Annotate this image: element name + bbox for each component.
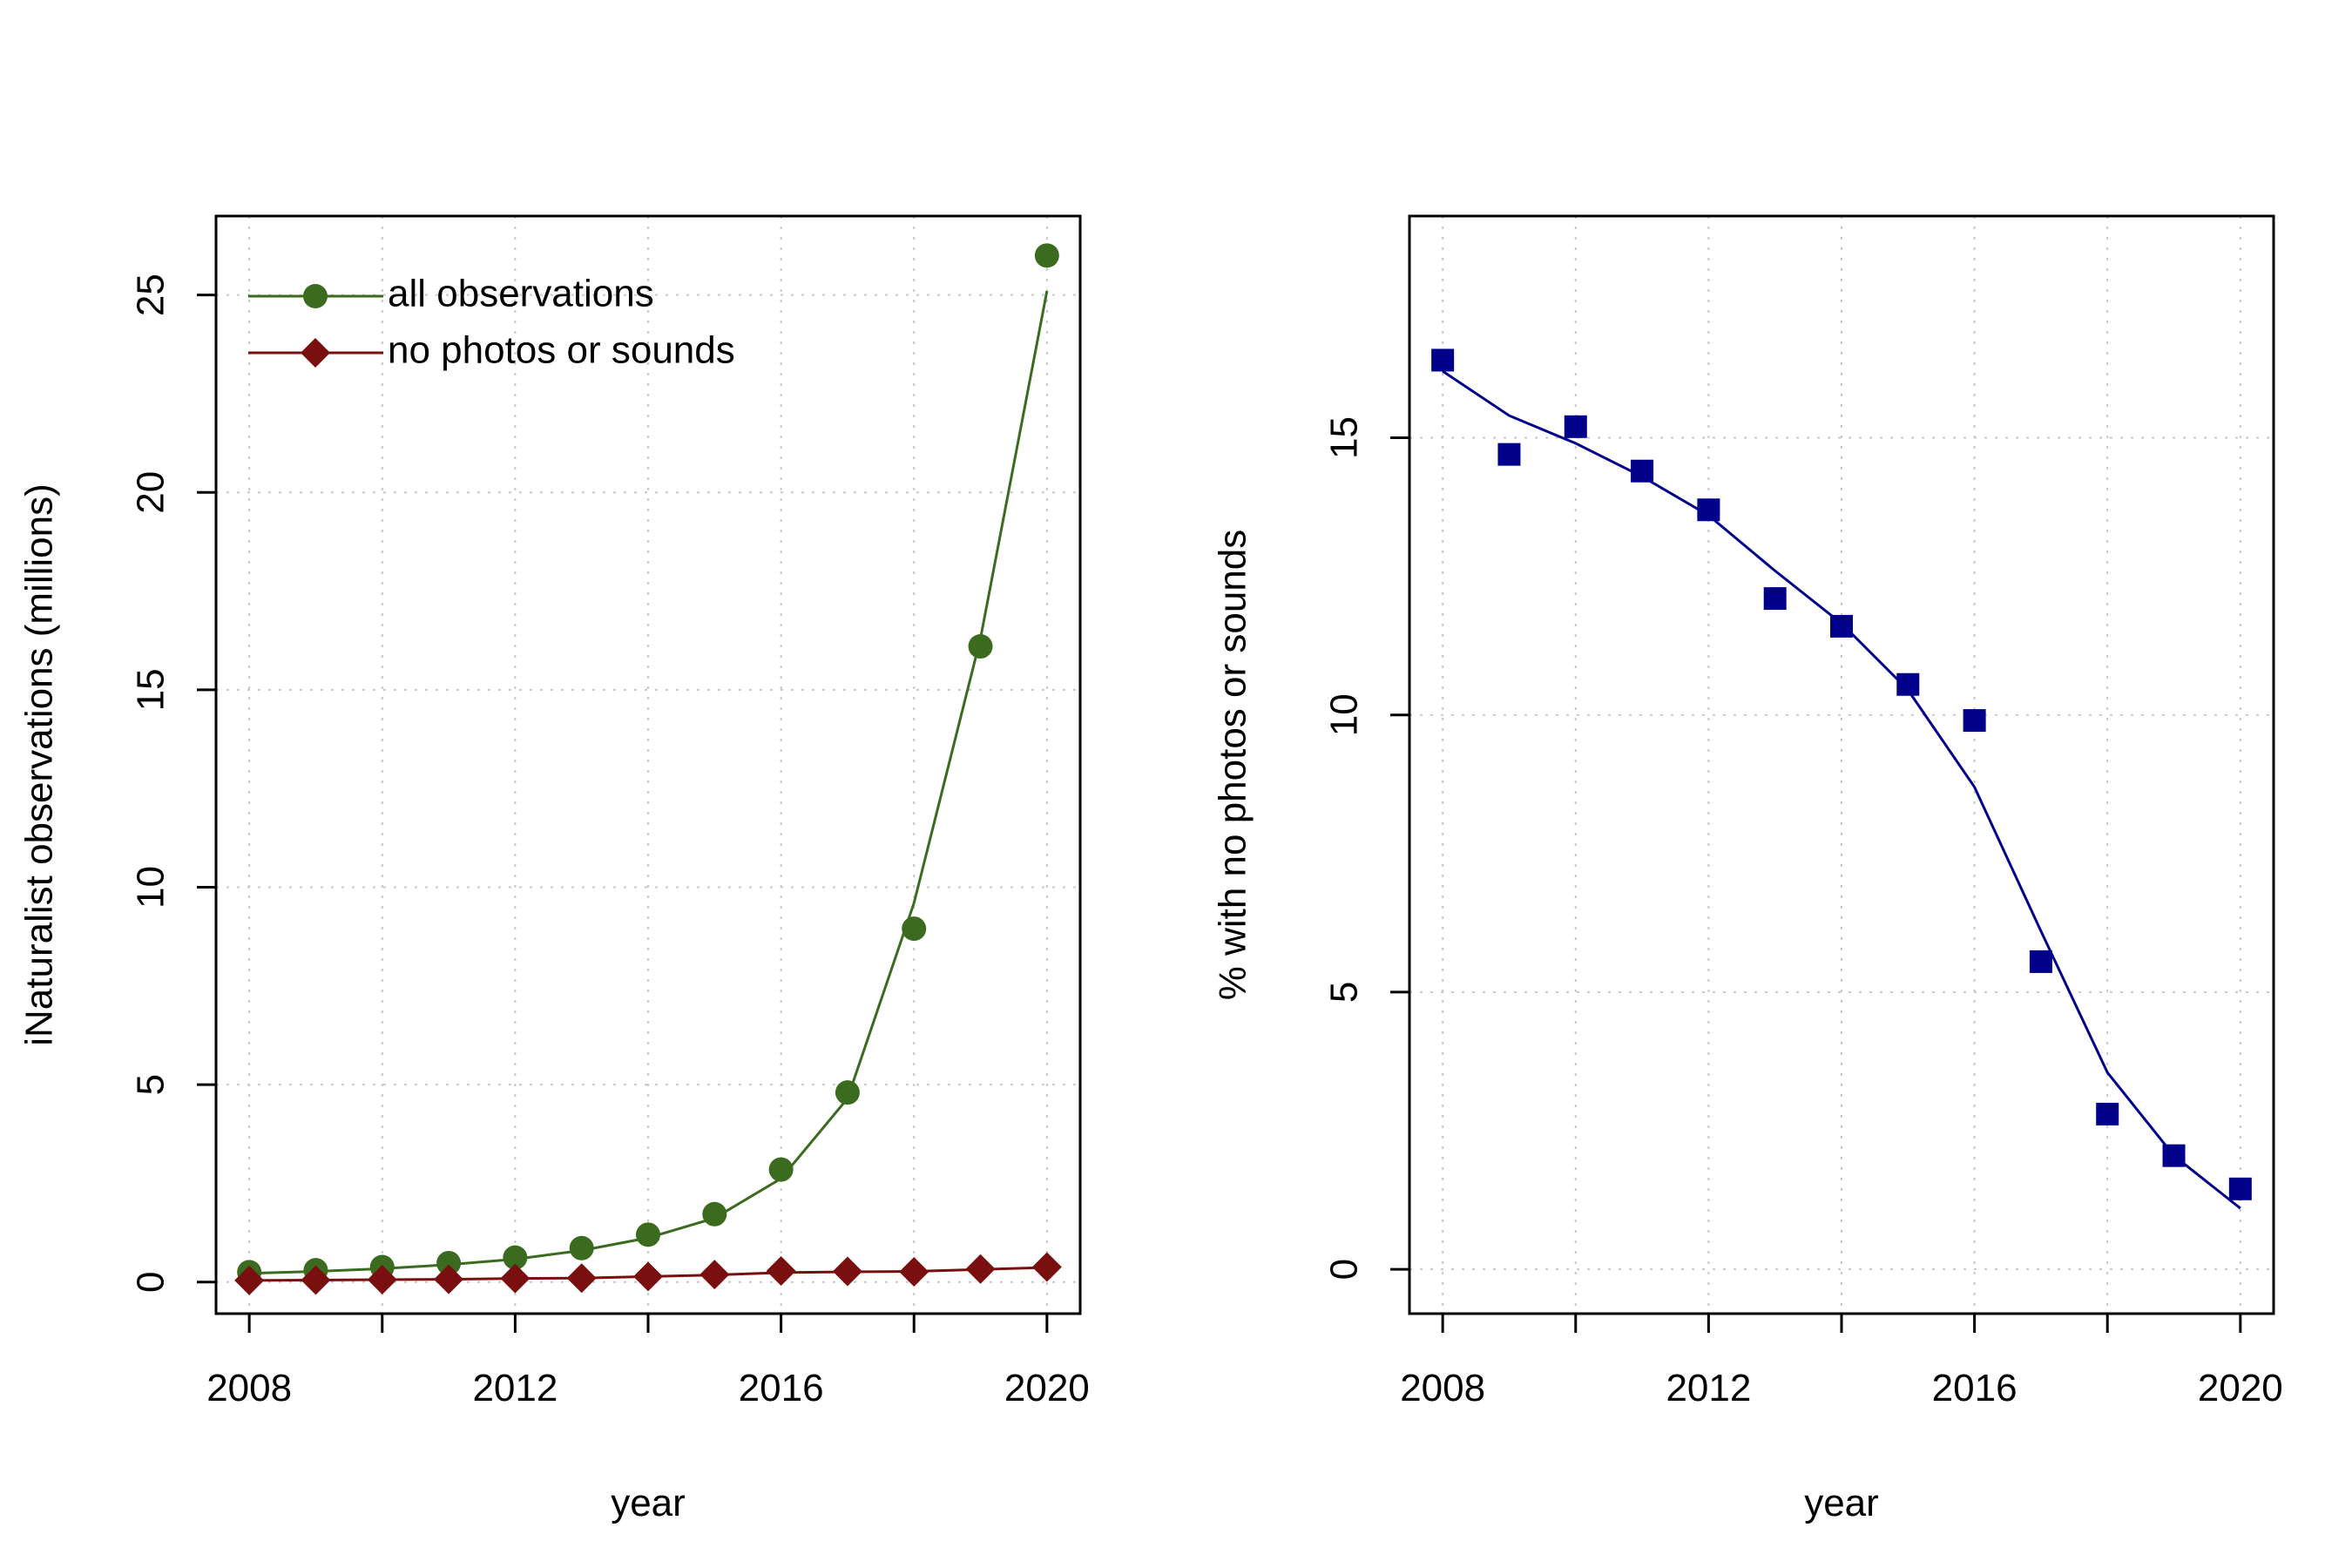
point-no-photos-or-sounds-2014	[633, 1261, 663, 1292]
point-series-0-2013	[1763, 587, 1787, 611]
y-tick-label: 10	[130, 866, 172, 909]
y-tick-label: 25	[130, 274, 172, 316]
x-tick-label: 2016	[739, 1367, 824, 1409]
point-no-photos-or-sounds-2012	[500, 1263, 531, 1294]
point-all-observations-2014	[636, 1222, 660, 1247]
point-no-photos-or-sounds-2010	[367, 1265, 397, 1295]
x-tick-label: 2020	[1004, 1367, 1090, 1409]
right-chart-x-axis-label: year	[1804, 1482, 1879, 1524]
right-chart-fit-lines	[1442, 369, 2241, 1210]
x-tick-label: 2008	[206, 1367, 292, 1409]
left-chart-y-ticks: 0 5 10 15 20 25	[130, 274, 216, 1293]
point-no-photos-or-sounds-2013	[566, 1263, 597, 1294]
y-tick-label: 15	[1323, 416, 1366, 459]
point-series-0-2012	[1697, 498, 1720, 522]
point-all-observations-2019	[968, 634, 993, 659]
point-series-0-2020	[2228, 1177, 2252, 1200]
point-no-photos-or-sounds-2019	[965, 1254, 996, 1284]
legend-item-all-observations: all observations	[248, 273, 654, 315]
x-tick-label: 2008	[1400, 1367, 1485, 1409]
y-tick-label: 0	[1323, 1259, 1366, 1280]
left-chart-x-ticks: 2008 2012 2016 2020	[206, 1314, 1090, 1409]
legend-marker-all-observations	[303, 284, 328, 308]
x-tick-label: 2016	[1932, 1367, 2017, 1409]
point-no-photos-or-sounds-2020	[1031, 1252, 1062, 1282]
y-tick-label: 10	[1323, 693, 1366, 736]
point-all-observations-2017	[835, 1080, 860, 1105]
left-chart-fit-lines	[249, 290, 1049, 1282]
point-series-0-2010	[1564, 415, 1587, 438]
point-no-photos-or-sounds-2016	[766, 1256, 796, 1287]
point-series-0-2019	[2162, 1144, 2186, 1167]
point-no-photos-or-sounds-2017	[832, 1256, 862, 1287]
x-tick-label: 2020	[2198, 1367, 2283, 1409]
left-chart-y-axis-label: iNaturalist observations (millions)	[18, 483, 61, 1046]
point-all-observations-2013	[569, 1235, 594, 1260]
x-tick-label: 2012	[472, 1367, 558, 1409]
right-chart-y-ticks: 0 5 10 15	[1323, 416, 1409, 1280]
legend-label-no-photos-or-sounds: no photos or sounds	[388, 329, 735, 372]
point-series-0-2008	[1431, 348, 1455, 372]
point-series-0-2009	[1497, 443, 1521, 466]
point-no-photos-or-sounds-2015	[700, 1260, 730, 1290]
y-tick-label: 20	[130, 471, 172, 514]
y-tick-label: 0	[130, 1271, 172, 1292]
y-tick-label: 5	[1323, 982, 1366, 1003]
point-all-observations-2011	[436, 1250, 462, 1275]
left-chart-observations: 2008 2012 2016 2020 0 5 10 15 20 25 year iNatura…	[18, 214, 1090, 1524]
left-chart-legend: all observations no photos or sounds	[248, 273, 735, 372]
fit-line-series-0	[1442, 369, 2241, 1210]
left-chart-gridlines	[216, 216, 1080, 1314]
right-chart-percent-no-media: 2008 2012 2016 2020 0 5 10 15 year % with no p…	[1212, 214, 2283, 1524]
y-tick-label: 5	[130, 1074, 172, 1095]
point-all-observations-2015	[702, 1201, 727, 1227]
point-all-observations-2016	[768, 1157, 794, 1182]
point-series-0-2015	[1896, 672, 1920, 696]
point-series-0-2014	[1830, 614, 1853, 638]
legend-marker-no-photos-or-sounds	[301, 338, 330, 368]
point-no-photos-or-sounds-2009	[301, 1265, 331, 1295]
right-chart-x-ticks: 2008 2012 2016 2020	[1400, 1314, 2283, 1409]
left-chart-x-axis-label: year	[611, 1482, 686, 1524]
legend-label-all-observations: all observations	[388, 273, 654, 315]
point-series-0-2018	[2096, 1102, 2119, 1125]
point-all-observations-2012	[503, 1245, 528, 1270]
point-all-observations-2020	[1034, 243, 1059, 268]
point-all-observations-2018	[902, 916, 927, 942]
y-tick-label: 15	[130, 668, 172, 711]
point-no-photos-or-sounds-2011	[434, 1264, 464, 1294]
point-series-0-2016	[1963, 709, 1986, 733]
left-chart-points	[234, 243, 1062, 1295]
right-chart-gridlines	[1409, 216, 2274, 1314]
point-no-photos-or-sounds-2008	[234, 1265, 265, 1295]
right-chart-points	[1431, 348, 2252, 1200]
point-series-0-2017	[2029, 950, 2052, 973]
legend-item-no-photos-or-sounds: no photos or sounds	[248, 329, 735, 372]
point-no-photos-or-sounds-2018	[899, 1256, 929, 1287]
x-tick-label: 2012	[1666, 1367, 1751, 1409]
right-chart-y-axis-label: % with no photos or sounds	[1212, 530, 1254, 1001]
point-series-0-2011	[1631, 459, 1654, 483]
